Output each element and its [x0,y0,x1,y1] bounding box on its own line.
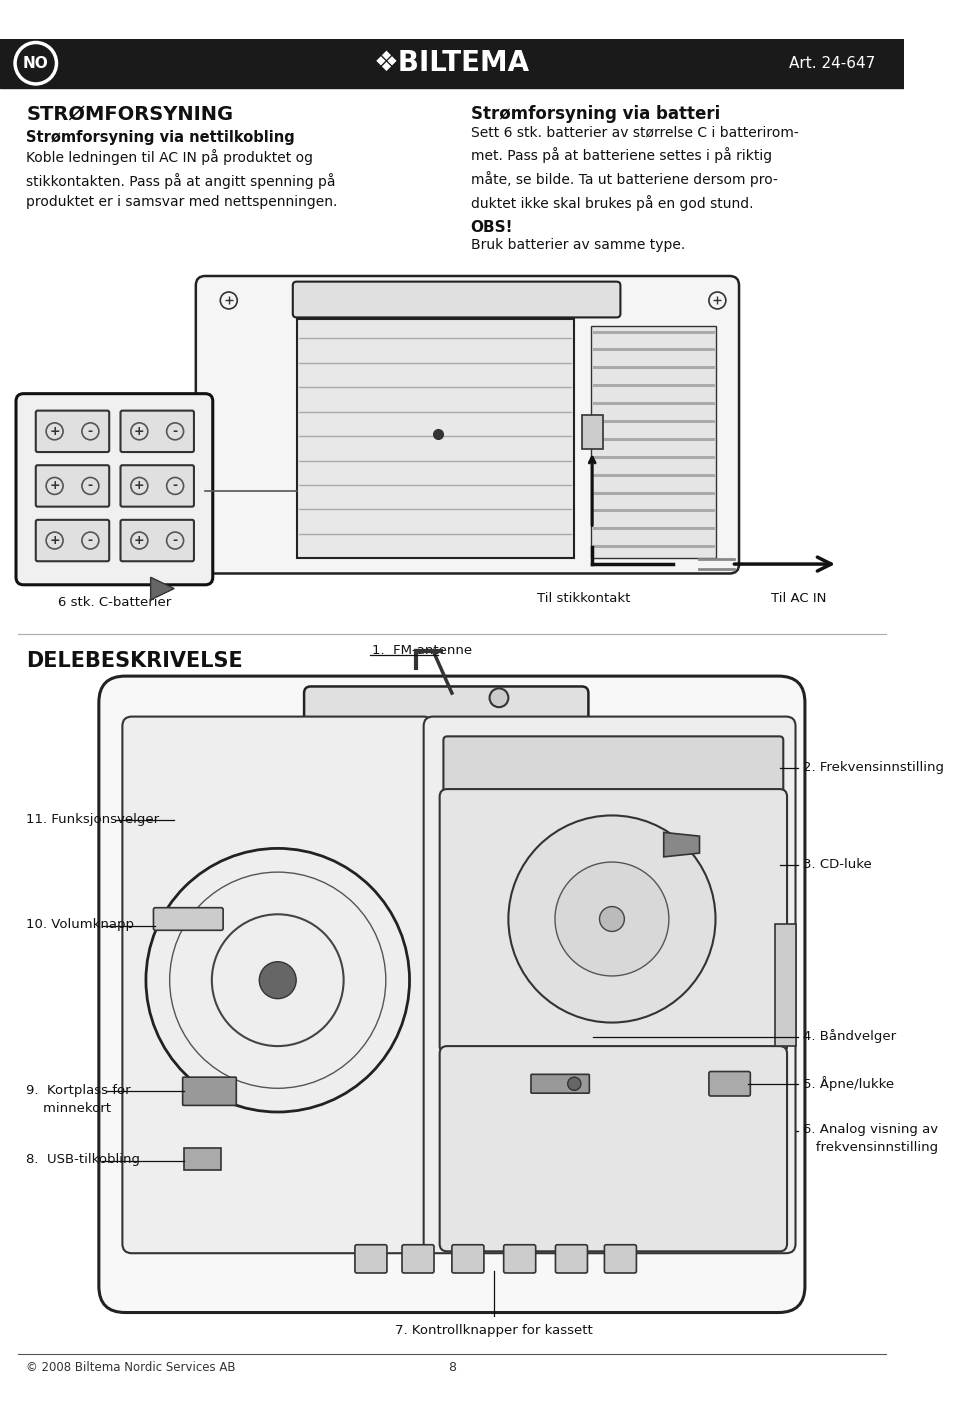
FancyBboxPatch shape [122,717,433,1253]
Bar [183,1148,221,1171]
Text: NO: NO [23,55,49,71]
Text: 3. CD-luke: 3. CD-luke [804,858,872,871]
Text: © 2008 Biltema Nordic Services AB: © 2008 Biltema Nordic Services AB [26,1360,236,1373]
FancyBboxPatch shape [708,1072,751,1096]
Text: +: + [134,479,145,492]
Text: 5. Åpne/lukke: 5. Åpne/lukke [804,1076,894,1092]
Text: -: - [87,424,93,438]
FancyBboxPatch shape [440,789,787,1053]
Bar [582,416,603,450]
Text: 10. Volumknapp: 10. Volumknapp [26,918,134,930]
Text: -: - [173,479,178,492]
Text: -: - [173,424,178,438]
Text: 6. Analog visning av
   frekvensinnstilling: 6. Analog visning av frekvensinnstilling [804,1123,938,1154]
Text: Strømforsyning via nettilkobling: Strømforsyning via nettilkobling [26,130,295,146]
FancyBboxPatch shape [121,410,194,452]
Text: Koble ledningen til AC IN på produktet og
stikkontakten. Pass på at angitt spenn: Koble ledningen til AC IN på produktet o… [26,148,338,209]
FancyBboxPatch shape [293,281,620,317]
FancyBboxPatch shape [556,1244,588,1273]
Text: Art. 24-647: Art. 24-647 [789,55,876,71]
Text: -: - [173,534,178,547]
FancyBboxPatch shape [99,676,804,1312]
FancyBboxPatch shape [605,1244,636,1273]
Text: OBS!: OBS! [470,219,514,235]
FancyBboxPatch shape [154,908,223,930]
Text: 7. Kontrollknapper for kassett: 7. Kontrollknapper for kassett [396,1324,593,1336]
Text: -: - [87,479,93,492]
FancyBboxPatch shape [121,465,194,506]
FancyBboxPatch shape [196,276,739,574]
Circle shape [490,689,509,707]
FancyBboxPatch shape [444,737,783,793]
Text: STRØMFORSYNING: STRØMFORSYNING [26,105,233,123]
Text: Til AC IN: Til AC IN [771,592,826,605]
Text: Til stikkontakt: Til stikkontakt [537,592,631,605]
Text: 6 stk. C-batterier: 6 stk. C-batterier [58,597,171,609]
Text: +: + [49,479,60,492]
FancyBboxPatch shape [452,1244,484,1273]
Polygon shape [151,577,174,600]
Text: ❖BILTEMA: ❖BILTEMA [373,49,530,78]
FancyBboxPatch shape [355,1244,387,1273]
Circle shape [567,1077,581,1090]
FancyBboxPatch shape [121,520,194,561]
FancyBboxPatch shape [531,1075,589,1093]
Text: +: + [49,424,60,438]
FancyBboxPatch shape [402,1244,434,1273]
Text: +: + [134,534,145,547]
Text: 11. Funksjonsvelger: 11. Funksjonsvelger [26,813,159,826]
Text: 2. Frekvensinnstilling: 2. Frekvensinnstilling [804,761,944,773]
Circle shape [259,962,297,998]
Bar [775,923,796,1046]
Circle shape [555,863,669,976]
FancyBboxPatch shape [423,717,796,1253]
Bar [0,38,903,88]
FancyBboxPatch shape [304,686,588,740]
FancyBboxPatch shape [16,393,213,585]
Circle shape [509,816,715,1022]
Text: 8: 8 [448,1360,456,1373]
Text: +: + [49,534,60,547]
Text: -: - [87,534,93,547]
FancyBboxPatch shape [440,1046,787,1251]
Text: 4. Båndvelger: 4. Båndvelger [804,1029,897,1044]
Text: 9.  Kortplass for
    minnekort: 9. Kortplass for minnekort [26,1083,131,1114]
FancyBboxPatch shape [182,1077,236,1106]
Text: +: + [134,424,145,438]
FancyBboxPatch shape [36,465,109,506]
Polygon shape [663,833,700,857]
Bar [591,325,715,559]
Bar [297,320,574,559]
Text: Sett 6 stk. batterier av størrelse C i batterirom-
met. Pass på at batteriene se: Sett 6 stk. batterier av størrelse C i b… [470,126,799,211]
Text: 8.  USB-tilkobling: 8. USB-tilkobling [26,1154,140,1167]
Text: DELEBESKRIVELSE: DELEBESKRIVELSE [26,650,243,670]
Text: 1.  FM-antenne: 1. FM-antenne [372,645,472,658]
Circle shape [599,906,624,932]
FancyBboxPatch shape [36,410,109,452]
Text: Bruk batterier av samme type.: Bruk batterier av samme type. [470,239,685,252]
Text: Strømforsyning via batteri: Strømforsyning via batteri [470,105,720,123]
FancyBboxPatch shape [36,520,109,561]
FancyBboxPatch shape [504,1244,536,1273]
